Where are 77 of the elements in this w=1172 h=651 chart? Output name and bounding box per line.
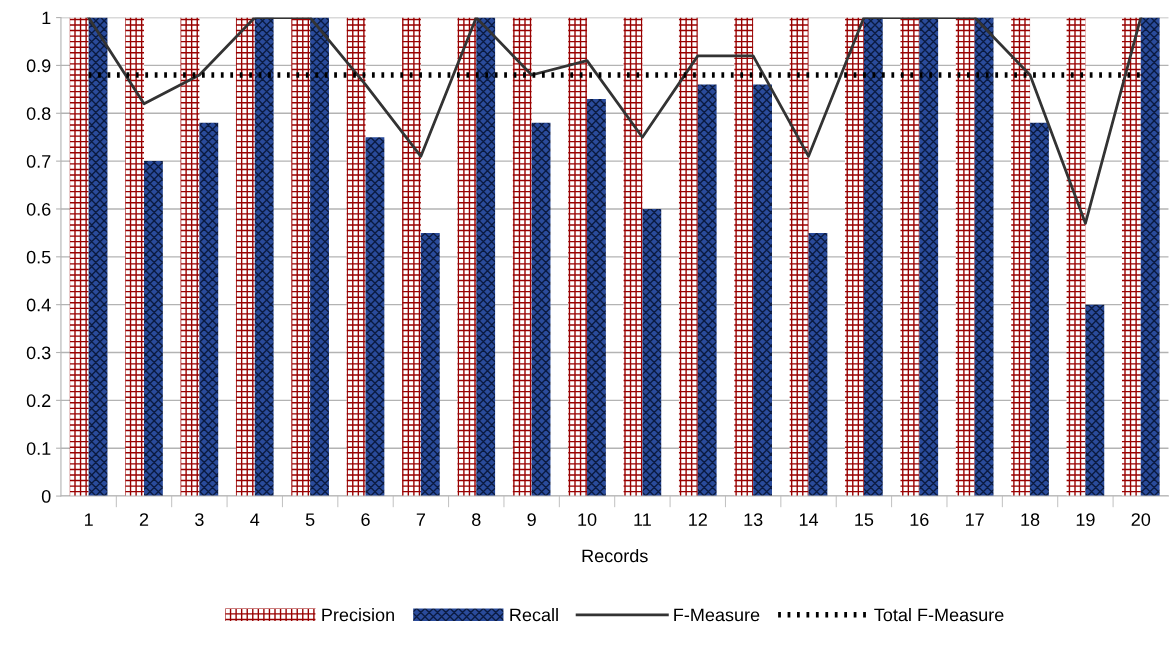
x-tick-label: 11 [634,513,651,526]
bar [69,17,89,497]
x-tick-label: 3 [195,513,204,526]
bar [457,17,477,497]
bar [900,17,920,497]
bar [1085,304,1105,497]
bar [420,232,440,497]
y-tick-label: 1 [42,11,51,25]
x-tick-label: 19 [1076,513,1095,526]
y-tick-label: 0.2 [26,394,51,408]
y-tick-label: 0.5 [26,250,51,264]
x-tick-label: 4 [250,513,260,526]
bar [955,17,975,497]
bar [1121,17,1141,497]
y-tick-label: 0.4 [26,298,51,312]
bar [180,17,200,497]
bar [125,17,145,497]
bar [476,17,496,497]
bar [1030,122,1049,497]
x-tick-label: 16 [910,513,929,526]
bar [1066,17,1086,497]
bar [235,17,255,497]
y-tick-label: 0 [41,490,51,503]
legend-label: Precision [322,608,394,622]
x-tick-label: 8 [472,513,481,526]
bar [974,17,994,497]
bar [254,17,274,497]
x-tick-label: 10 [578,513,597,526]
y-tick-label: 0.9 [26,59,51,73]
bar [808,232,828,497]
y-tick-label: 0.7 [26,155,51,168]
bar [402,17,421,497]
bar [697,84,717,497]
x-tick-label: 12 [689,513,707,526]
bar [734,17,754,497]
bar [1011,17,1031,497]
legend-label: Recall [510,608,558,622]
bar [863,17,883,497]
x-tick-label: 18 [1021,513,1040,526]
x-axis-title: Records [582,549,648,563]
bar [1140,17,1160,497]
bar [291,17,311,497]
bar [531,122,551,497]
x-tick-label: 15 [855,513,874,526]
bar [845,17,864,497]
bar [789,17,809,497]
bar [568,17,588,497]
y-tick-label: 0.3 [26,346,51,360]
bar [310,17,329,497]
x-tick-label: 20 [1131,513,1151,526]
bar [144,161,163,497]
y-tick-label: 0.6 [26,202,51,216]
line-series [87,17,1143,225]
legend-label: Total F-Measure [874,608,1004,622]
bar [199,122,219,497]
x-tick-label: 14 [799,513,819,526]
bar [642,208,662,497]
x-tick-label: 7 [416,513,426,526]
bar [753,84,772,497]
bar [512,17,532,497]
x-tick-label: 2 [139,513,149,526]
bar [88,17,108,497]
y-tick-label: 0.8 [26,107,51,120]
bar [678,17,698,497]
x-tick-label: 9 [527,513,536,526]
bar [365,137,385,497]
x-tick-label: 13 [744,513,763,526]
x-tick-label: 6 [361,513,370,526]
y-tick-label: 0.1 [26,442,51,455]
bar [919,17,939,497]
legend-label: F-Measure [674,608,760,622]
bar [346,17,366,497]
x-tick-label: 5 [305,513,315,526]
bar [623,17,643,497]
bar [587,98,606,497]
x-tick-label: 17 [966,513,984,526]
x-tick-label: 1 [84,513,93,526]
